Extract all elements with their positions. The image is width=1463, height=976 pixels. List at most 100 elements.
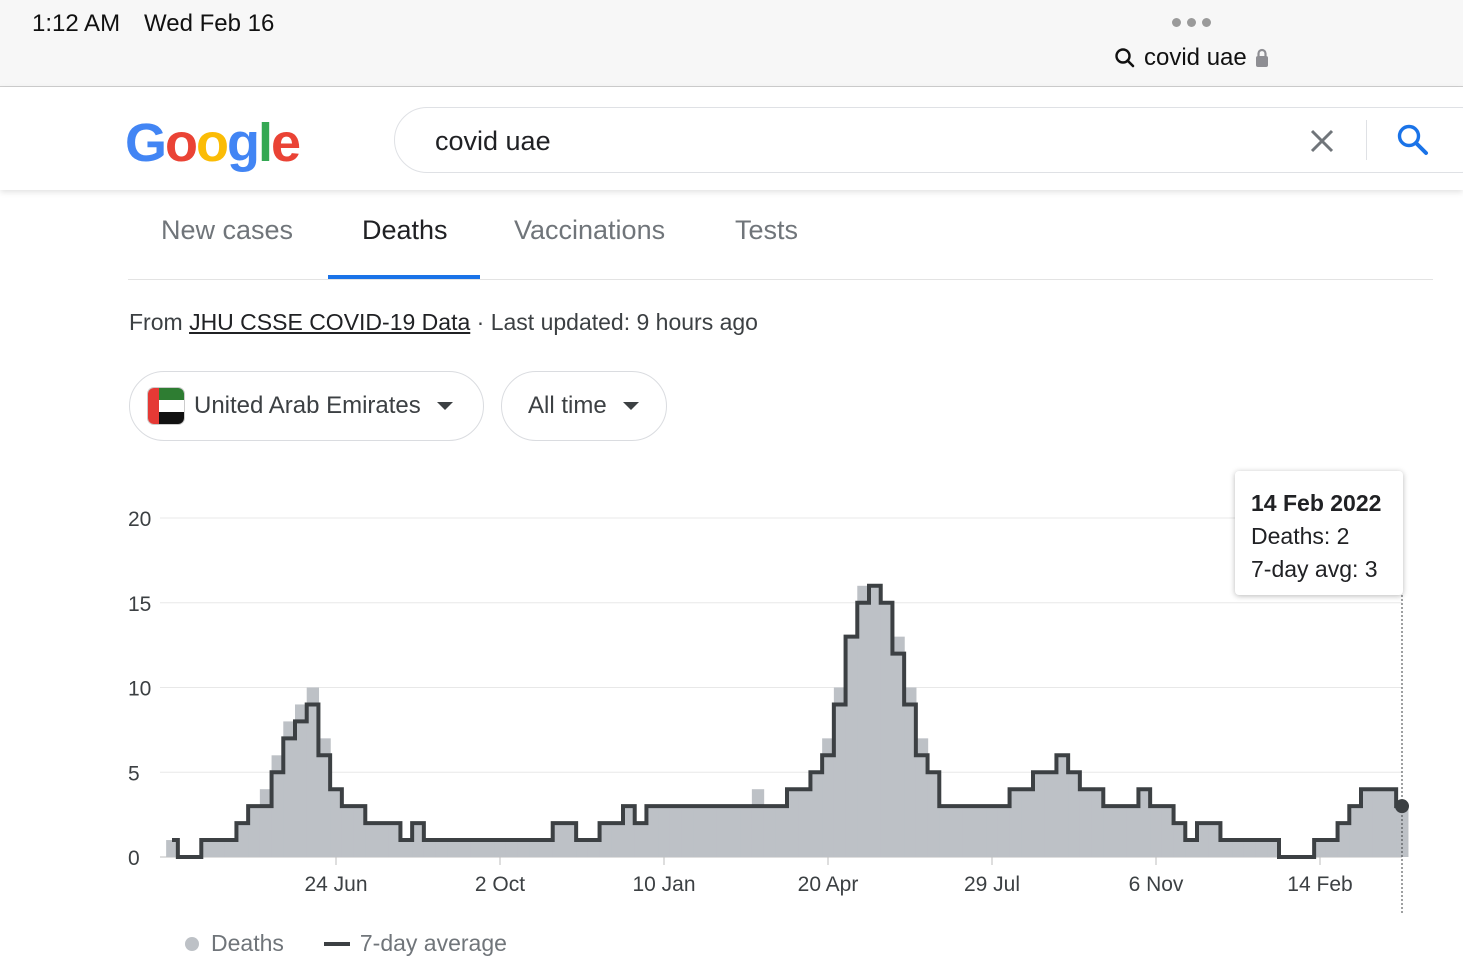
deaths-bar: [1243, 840, 1257, 857]
deaths-bar: [658, 806, 671, 857]
status-time: 1:12 AM: [32, 10, 121, 37]
deaths-bar: [880, 602, 894, 857]
deaths-bar: [1255, 840, 1268, 857]
x-tick-label: 24 Jun: [304, 873, 367, 896]
deaths-bar: [236, 823, 249, 857]
deaths-bar: [341, 806, 355, 857]
deaths-chart[interactable]: 0 5 10 15 20 24 Jun 2 Oct 10 Jan 20 Apr 29 Jul 6 N…: [0, 460, 1463, 920]
deaths-bar: [318, 738, 331, 857]
legend-average: 7-day average: [359, 930, 507, 956]
deaths-bar: [611, 823, 624, 857]
deaths-bar: [857, 585, 870, 857]
deaths-bar: [1044, 772, 1058, 857]
search-button-icon[interactable]: [1395, 122, 1431, 158]
deaths-bar: [505, 840, 519, 857]
deaths-bar: [787, 789, 800, 857]
deaths-bar: [740, 806, 753, 857]
tab-deaths[interactable]: Deaths: [362, 215, 448, 245]
source-link[interactable]: JHU CSSE COVID-19 Data: [189, 309, 471, 335]
period-dropdown[interactable]: All time: [501, 371, 667, 441]
google-logo[interactable]: Google: [125, 113, 301, 173]
deaths-bar: [951, 806, 964, 857]
deaths-bar: [728, 806, 741, 857]
search-input[interactable]: covid uae: [435, 126, 551, 156]
tab-vaccinations[interactable]: Vaccinations: [514, 215, 666, 245]
deaths-bar: [775, 806, 788, 857]
deaths-bar: [763, 806, 776, 857]
deaths-bar: [423, 840, 437, 857]
search-box[interactable]: covid uae: [394, 107, 1463, 173]
deaths-bar: [213, 840, 226, 857]
deaths-bar: [798, 789, 812, 857]
deaths-bar: [306, 687, 320, 857]
deaths-bar: [412, 823, 425, 857]
deaths-bar: [447, 840, 460, 857]
highlight-point: [1395, 799, 1409, 814]
average-line: [172, 583, 1402, 859]
deaths-bar: [587, 840, 601, 857]
deaths-bar: [1384, 789, 1397, 857]
deaths-bar: [1173, 823, 1186, 857]
deaths-bar: [295, 704, 308, 857]
deaths-bar: [271, 755, 284, 857]
deaths-bar: [201, 840, 214, 857]
chevron-down-icon: [622, 402, 639, 410]
deaths-bar: [529, 840, 542, 857]
deaths-bar: [248, 806, 261, 857]
deaths-bar: [1079, 789, 1093, 857]
y-tick-label: 0: [128, 847, 140, 870]
chart-legend: Deaths 7-day average: [185, 930, 507, 957]
uae-flag-icon: [148, 388, 184, 424]
y-tick-label: 20: [128, 508, 151, 531]
data-source-line: From JHU CSSE COVID-19 Data · Last updat…: [129, 309, 758, 336]
deaths-bar: [1161, 806, 1175, 857]
deaths-bar: [330, 789, 343, 857]
deaths-bar: [599, 823, 612, 857]
deaths-bar: [1068, 772, 1081, 857]
deaths-bar: [1197, 823, 1210, 857]
country-dropdown[interactable]: United Arab Emirates: [129, 371, 484, 441]
status-bar: 1:12 AM Wed Feb 16 covid uae: [0, 0, 1463, 87]
deaths-bar: [283, 721, 296, 857]
deaths-bar: [1009, 789, 1022, 857]
deaths-bar: [997, 806, 1011, 857]
chevron-down-icon: [436, 402, 453, 410]
deaths-bar: [1185, 840, 1198, 857]
x-tick-label: 20 Apr: [798, 873, 859, 896]
tab-new-cases[interactable]: New cases: [161, 215, 294, 245]
deaths-bar: [1103, 806, 1116, 857]
deaths-bar: [494, 840, 507, 857]
chart-tooltip: 14 Feb 2022 Deaths: 2 7-day avg: 3: [1235, 471, 1403, 595]
deaths-bar: [623, 806, 636, 857]
deaths-bar: [646, 806, 659, 857]
deaths-bar: [634, 823, 648, 857]
deaths-bar: [1033, 772, 1046, 857]
deaths-bar: [1349, 806, 1362, 857]
close-icon[interactable]: [1305, 124, 1339, 158]
country-label: United Arab Emirates: [194, 392, 421, 419]
deaths-bar: [482, 840, 495, 857]
deaths-bar: [974, 806, 987, 857]
deaths-bar: [845, 636, 858, 857]
deaths-bar: [1325, 840, 1339, 857]
last-updated: · Last updated: 9 hours ago: [476, 309, 758, 335]
tooltip-date: 14 Feb 2022: [1251, 490, 1382, 516]
deaths-bar: [681, 806, 694, 857]
deaths-bar: [470, 840, 484, 857]
deaths-bar: [552, 823, 566, 857]
active-tab-indicator: [328, 275, 480, 279]
deaths-bar: [915, 738, 929, 857]
tab-tests[interactable]: Tests: [735, 215, 799, 245]
deaths-bar: [400, 840, 413, 857]
more-dots-icon[interactable]: [1172, 18, 1211, 27]
y-tick-label: 15: [128, 593, 151, 616]
deaths-bar: [353, 806, 366, 857]
deaths-bar: [751, 789, 765, 857]
period-label: All time: [528, 392, 607, 419]
x-tick-label: 2 Oct: [475, 873, 525, 896]
address-bar[interactable]: covid uae: [1114, 44, 1269, 72]
legend-deaths: Deaths: [211, 930, 284, 956]
deaths-bar: [388, 823, 402, 857]
deaths-bar: [716, 806, 730, 857]
deaths-bar: [1220, 840, 1233, 857]
